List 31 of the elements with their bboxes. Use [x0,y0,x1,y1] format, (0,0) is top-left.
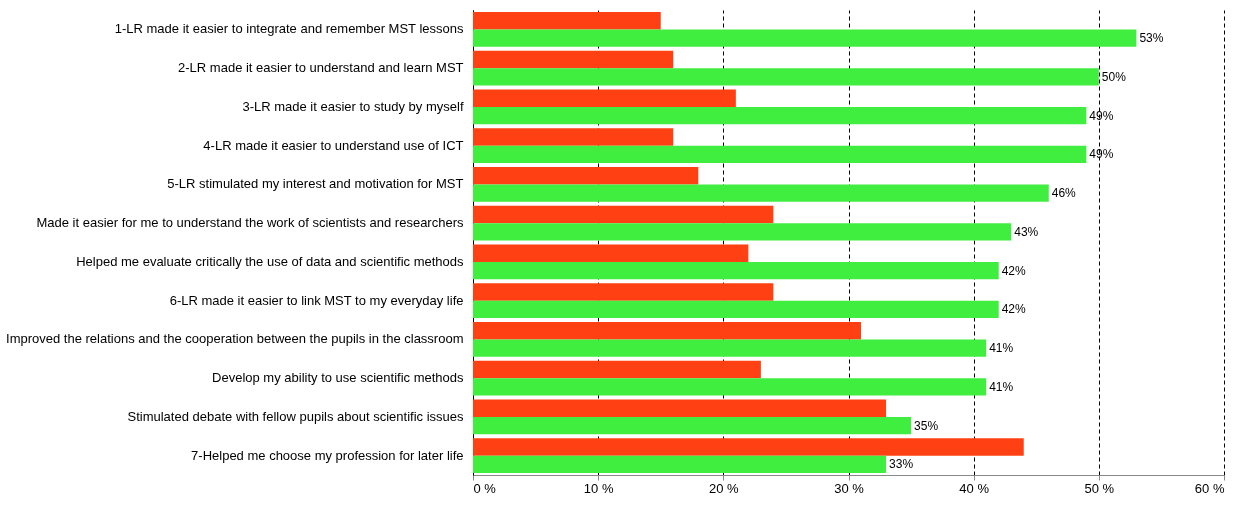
data-label: 42% [1001,263,1027,278]
data-label: 42% [1001,302,1027,317]
y-tick-label: Made it easier for me to understand the work of scientists and researchers [36,215,464,231]
y-tick-label: 1-LR made it easier to integrate and remember MST lessons [114,21,464,37]
x-tick-label: 60 % [1194,480,1225,496]
y-tick-label: Improved the relations and the cooperation between the pupils in the classroom [6,331,464,347]
x-tick-label: 10 % [583,480,614,496]
y-tick-label: 3-LR made it easier to study by myself [242,98,464,114]
y-tick-label: 4-LR made it easier to understand use of ICT [203,137,464,153]
data-label: 46% [1051,186,1077,201]
x-tick-label: 40 % [959,480,990,496]
data-label: 49% [1089,108,1114,123]
data-label: 49% [1089,147,1114,162]
y-tick-label: Develop my ability to use scientific methods [212,370,464,386]
data-label: 50% [1101,69,1127,84]
data-label: 35% [914,418,939,433]
y-tick-label: Helped me evaluate critically the use of data and scientific methods [76,253,464,269]
data-label: 43% [1014,224,1039,239]
y-tick-label: 7-Helped me choose my profession for later life [191,447,464,463]
data-label: 41% [989,379,1014,394]
y-tick-label: 6-LR made it easier to link MST to my everyday life [169,292,464,308]
y-tick-label: Stimulated debate with fellow pupils about scientific issues [127,408,464,424]
data-label: 53% [1139,31,1164,46]
y-tick-label: 5-LR stimulated my interest and motivation for MST [167,176,464,192]
x-tick-label: 50 % [1084,480,1115,496]
x-tick-label: 30 % [834,480,865,496]
y-tick-label: 2-LR made it easier to understand and learn MST [178,60,464,76]
x-tick-label: 0 % [473,480,497,496]
data-label: 41% [989,341,1014,356]
x-tick-label: 20 % [709,480,740,496]
data-label: 33% [889,457,914,472]
